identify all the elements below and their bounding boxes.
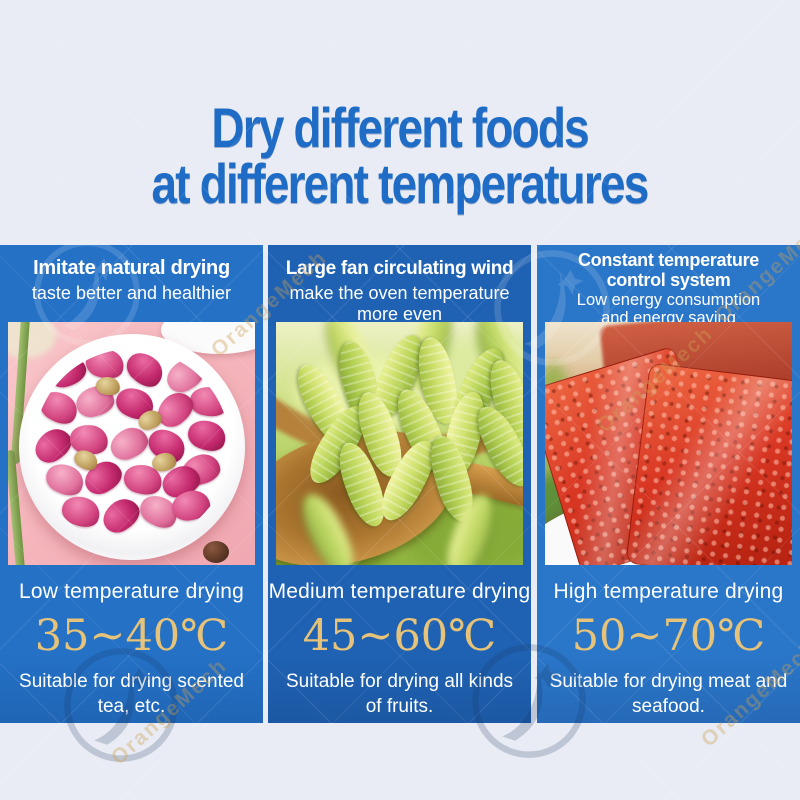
- page-title: Dry different foods at different tempera…: [0, 96, 800, 216]
- dried-meat-photo: [545, 322, 792, 565]
- rose-buds-photo: [8, 322, 255, 565]
- column-high-temperature: Constant temperature control system Low …: [537, 245, 800, 723]
- column1-header-title: Imitate natural drying: [33, 257, 230, 279]
- rose-bud: [96, 492, 145, 539]
- straw-mat: [8, 322, 56, 358]
- column2-panel-label: Medium temperature drying: [268, 580, 531, 603]
- green-raisins-photo: [276, 322, 523, 565]
- column1-header-subtitle: taste better and healthier: [31, 283, 232, 303]
- column3-panel-note: Suitable for drying meat and seafood.: [549, 671, 788, 717]
- column1-panel-label: Low temperature drying: [18, 580, 244, 603]
- column1-panel: Low temperature drying 35~40℃ Suitable f…: [0, 565, 263, 723]
- title-line1: Dry different foods: [211, 96, 590, 160]
- column-low-temperature: Imitate natural drying taste better and …: [0, 245, 263, 723]
- column3-header-title: Constant temperature control system: [577, 250, 760, 290]
- column3-temperature-range: 50~70℃: [571, 611, 766, 661]
- column3-panel: High temperature drying 50~70℃ Suitable …: [537, 565, 800, 723]
- rose-bud: [183, 415, 230, 456]
- column2-header-title: Large fan circulating wind: [285, 258, 514, 279]
- rose-bud: [33, 422, 77, 469]
- column1-header: Imitate natural drying taste better and …: [0, 245, 263, 322]
- column2-panel: Medium temperature drying 45~60℃ Suitabl…: [268, 565, 531, 723]
- rose-buds: [33, 349, 230, 545]
- column1-panel-note: Suitable for drying scented tea, etc.: [19, 671, 244, 717]
- column2-header: Large fan circulating wind make the oven…: [268, 245, 531, 324]
- column1-temperature-range: 35~40℃: [34, 611, 229, 661]
- column2-header-subtitle: make the oven temperature more even: [289, 283, 510, 324]
- column3-header: Constant temperature control system Low …: [537, 245, 800, 327]
- rose-bud: [120, 349, 169, 393]
- column2-temperature-range: 45~60℃: [302, 611, 497, 661]
- pebble: [203, 541, 229, 563]
- meat-slice: [625, 362, 792, 565]
- column2-panel-note: Suitable for drying all kinds of fruits.: [285, 671, 514, 717]
- column-medium-temperature: Large fan circulating wind make the oven…: [268, 245, 531, 723]
- column3-panel-label: High temperature drying: [553, 580, 784, 603]
- title-line2: at different temperatures: [152, 152, 650, 216]
